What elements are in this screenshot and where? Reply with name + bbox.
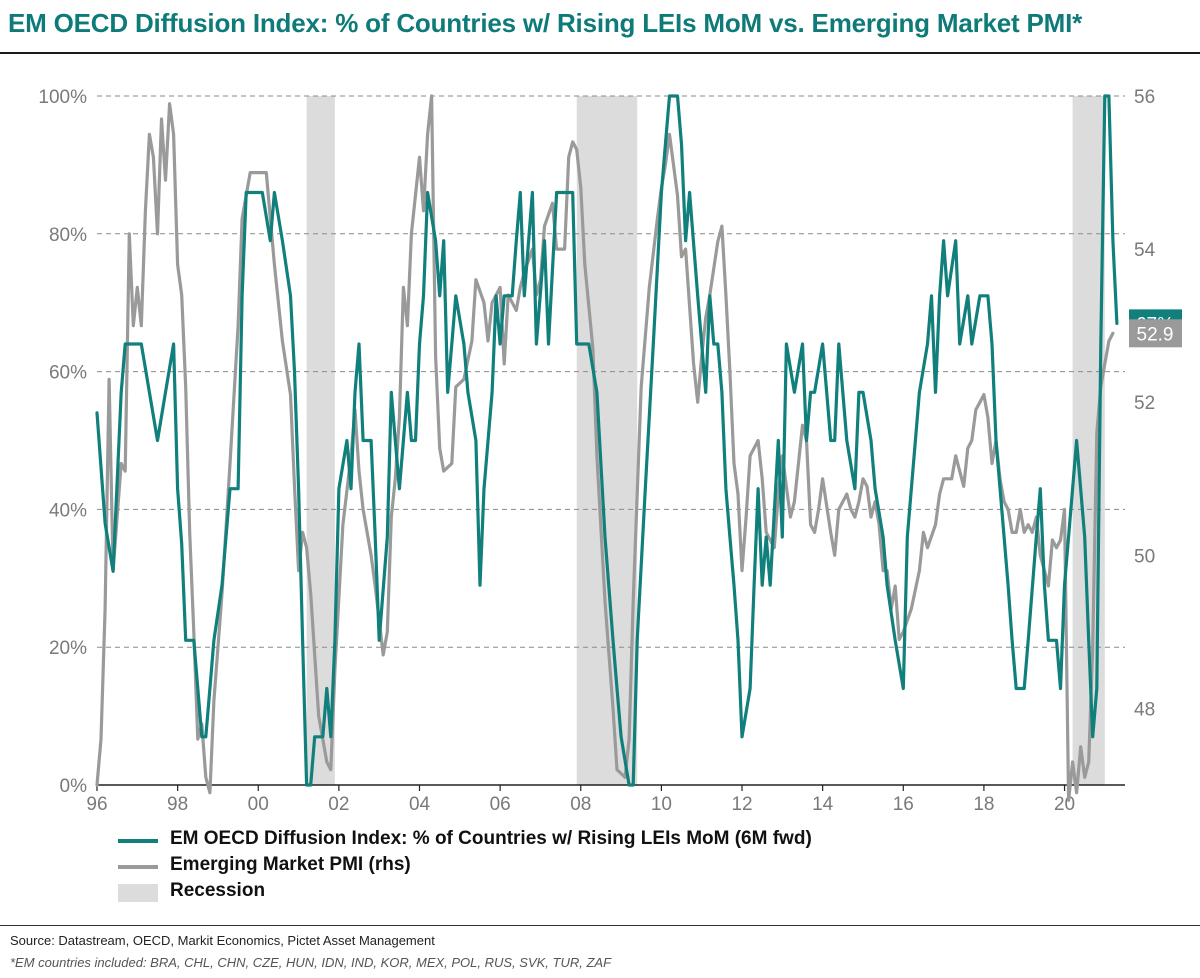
pmi-end-label-box (1129, 319, 1182, 348)
x-tick-label: 18 (973, 794, 994, 815)
legend-swatch-diffusion (118, 839, 158, 843)
y-left-tick-label: 20% (49, 638, 87, 659)
legend-swatch-pmi (118, 865, 158, 869)
diffusion-index-line (95, 94, 1119, 787)
title-divider (0, 52, 1200, 54)
pmi-end-label: 52.9 (1137, 324, 1174, 345)
countries-footnote: *EM countries included: BRA, CHL, CHN, C… (10, 955, 612, 970)
legend-swatch-recession (118, 884, 158, 902)
x-tick-label: 12 (731, 794, 752, 815)
end-labels: 67%52.9 (1129, 309, 1182, 348)
y-left-tick-label: 100% (38, 87, 87, 108)
y-right-tick-label: 50 (1134, 546, 1155, 567)
chart-title: EM OECD Diffusion Index: % of Countries … (8, 8, 1083, 38)
x-tick-label: 08 (570, 794, 591, 815)
legend-label-pmi: Emerging Market PMI (rhs) (170, 854, 411, 875)
x-tick-label: 20 (1054, 794, 1075, 815)
x-tick-label: 02 (328, 794, 349, 815)
pmi-line (95, 94, 1115, 802)
y-right-tick-label: 56 (1134, 87, 1155, 108)
y-right-tick-label: 52 (1134, 393, 1155, 414)
legend-label-recession: Recession (170, 880, 266, 901)
legend-label-diffusion: EM OECD Diffusion Index: % of Countries … (170, 828, 812, 849)
axes: 0% 20% 40% 60% 80% 100% 48 50 52 54 56 96 98 00 02 04 06… (38, 87, 1155, 815)
x-tick-label: 14 (812, 794, 834, 815)
x-tick-label: 06 (490, 794, 511, 815)
recession-band (306, 96, 335, 785)
x-tick-label: 98 (167, 794, 188, 815)
chart-area: 0% 20% 40% 60% 80% 100% 48 50 52 54 56 96 98 00 02 04 06… (38, 87, 1182, 815)
y-left-tick-label: 60% (49, 363, 87, 384)
x-tick-label: 16 (893, 794, 914, 815)
source-note: Source: Datastream, OECD, Markit Economi… (10, 933, 435, 948)
recession-band (576, 96, 638, 785)
y-right-tick-label: 48 (1134, 699, 1155, 720)
footer-divider (0, 925, 1200, 926)
y-left-tick-label: 40% (49, 500, 87, 521)
x-tick-label: 96 (86, 794, 107, 815)
y-left-tick-label: 80% (49, 225, 87, 246)
x-tick-label: 04 (409, 794, 431, 815)
series-lines (95, 94, 1119, 802)
x-tick-label: 10 (651, 794, 672, 815)
y-right-tick-label: 54 (1134, 240, 1156, 261)
x-tick-label: 00 (248, 794, 269, 815)
y-left-tick-label: 0% (60, 776, 88, 797)
